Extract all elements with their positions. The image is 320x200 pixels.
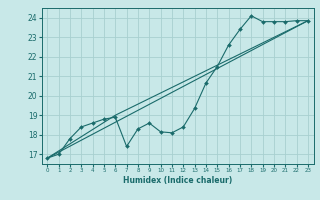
X-axis label: Humidex (Indice chaleur): Humidex (Indice chaleur) (123, 176, 232, 185)
